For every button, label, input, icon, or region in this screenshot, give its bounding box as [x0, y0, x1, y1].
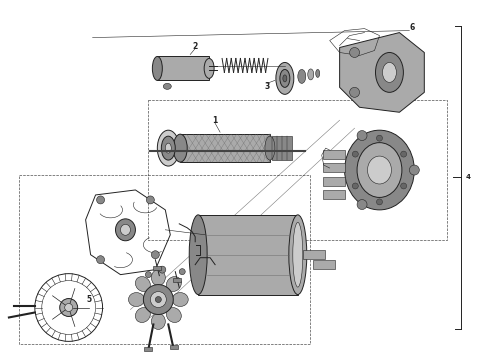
Bar [323, 177, 344, 186]
Ellipse shape [163, 84, 172, 89]
Circle shape [146, 272, 151, 278]
Text: 1: 1 [213, 116, 218, 125]
Ellipse shape [161, 136, 175, 160]
Ellipse shape [173, 134, 187, 162]
Circle shape [401, 151, 407, 157]
Bar [171, 345, 178, 349]
Bar [272, 136, 292, 160]
Bar [198, 215, 298, 294]
Bar [157, 57, 209, 80]
Ellipse shape [368, 156, 392, 184]
Ellipse shape [204, 58, 214, 78]
Ellipse shape [283, 75, 287, 82]
Ellipse shape [166, 276, 181, 292]
Ellipse shape [276, 62, 294, 94]
Circle shape [97, 196, 104, 204]
Ellipse shape [166, 307, 181, 323]
Ellipse shape [349, 87, 360, 97]
Text: 2: 2 [193, 42, 198, 51]
Ellipse shape [344, 130, 415, 210]
Circle shape [401, 183, 407, 189]
Ellipse shape [383, 62, 396, 82]
Bar [313, 260, 335, 269]
Bar [323, 190, 344, 199]
Ellipse shape [151, 314, 165, 329]
Text: 5: 5 [86, 295, 91, 304]
Bar [173, 278, 181, 282]
Circle shape [352, 183, 358, 189]
Ellipse shape [155, 297, 161, 302]
Ellipse shape [409, 165, 419, 175]
Ellipse shape [357, 143, 402, 197]
Circle shape [147, 196, 154, 204]
Bar [145, 347, 152, 351]
Ellipse shape [280, 69, 290, 87]
Circle shape [151, 251, 159, 259]
Ellipse shape [293, 222, 303, 287]
Text: 4: 4 [465, 174, 470, 180]
Ellipse shape [357, 131, 367, 140]
Polygon shape [340, 32, 424, 112]
Text: 6: 6 [410, 23, 415, 32]
Ellipse shape [165, 143, 172, 153]
Bar [303, 250, 325, 259]
Circle shape [159, 266, 166, 273]
Ellipse shape [357, 199, 367, 210]
Ellipse shape [265, 136, 275, 160]
Bar [323, 163, 344, 172]
Bar [153, 266, 161, 270]
Circle shape [352, 151, 358, 157]
Ellipse shape [289, 215, 307, 294]
Circle shape [376, 199, 383, 205]
Ellipse shape [308, 69, 314, 80]
Ellipse shape [144, 285, 173, 315]
Ellipse shape [121, 224, 130, 235]
Ellipse shape [150, 292, 166, 307]
Ellipse shape [128, 293, 145, 306]
Circle shape [179, 269, 185, 275]
Ellipse shape [298, 69, 306, 84]
Ellipse shape [349, 48, 360, 58]
Ellipse shape [172, 293, 188, 306]
Ellipse shape [65, 303, 73, 311]
Ellipse shape [316, 69, 319, 77]
Bar [323, 150, 344, 159]
Ellipse shape [116, 219, 135, 241]
Bar [180, 134, 270, 162]
Ellipse shape [135, 276, 150, 292]
Ellipse shape [189, 215, 207, 294]
Circle shape [376, 135, 383, 141]
Ellipse shape [152, 57, 162, 80]
Ellipse shape [135, 307, 150, 323]
Ellipse shape [157, 130, 179, 166]
Ellipse shape [151, 270, 165, 285]
Ellipse shape [60, 298, 77, 316]
Circle shape [97, 256, 104, 264]
Ellipse shape [375, 53, 403, 92]
Text: 3: 3 [264, 82, 270, 91]
